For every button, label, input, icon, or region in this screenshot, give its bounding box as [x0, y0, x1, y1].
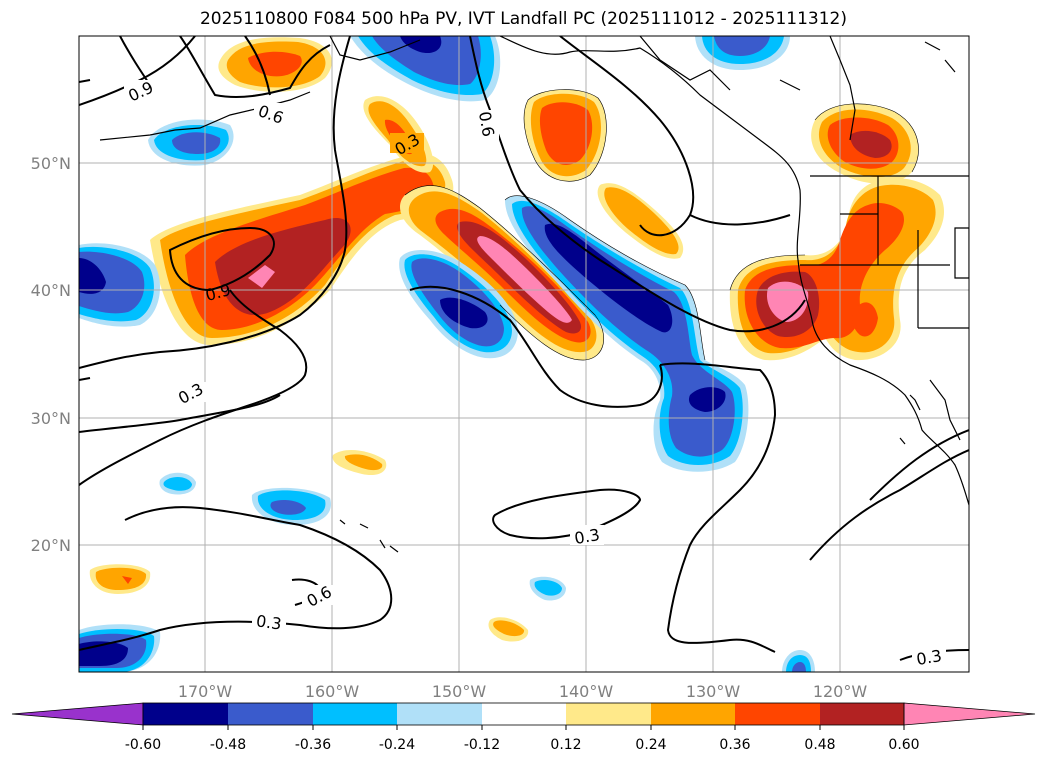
- cool-patch-small: [792, 662, 806, 672]
- colorbar-segment: [566, 703, 651, 725]
- cool-patch-central: [440, 297, 488, 329]
- colorbar-tick: -0.48: [210, 737, 246, 753]
- lat-label: 20°N: [31, 536, 71, 555]
- contour-label: 0.3: [573, 525, 601, 548]
- warm-patch-small: [344, 454, 383, 471]
- colorbar-segment: [143, 703, 228, 725]
- cool-patch-north: [714, 36, 770, 56]
- colorbar-extend-low: [11, 702, 144, 726]
- cool-patch-small: [534, 580, 562, 596]
- cool-patch-bering: [400, 36, 442, 54]
- lat-label: 30°N: [31, 409, 71, 428]
- graticule: [79, 36, 969, 672]
- colorbar-segment: [397, 703, 482, 725]
- cool-band-jet: [544, 223, 673, 333]
- colorbar-segment: [651, 703, 735, 725]
- map-panel: 0.9 0.6 0.3 0.6 0.9 0.3 0.3 0.6 0.3 0.3: [79, 36, 969, 672]
- warm-region-west-coast: [852, 302, 878, 337]
- colorbar-tick: 0.48: [804, 737, 835, 753]
- warm-region-central-west: [215, 218, 351, 316]
- latitude-labels: 50°N 40°N 30°N 20°N: [31, 154, 71, 555]
- colorbar-tick: -0.60: [125, 737, 161, 753]
- warm-patch-small: [122, 576, 132, 584]
- warm-patch-offshore: [604, 187, 679, 255]
- lon-label: 130°W: [686, 682, 741, 701]
- cool-patch-south: [270, 500, 306, 515]
- contour-label: 0.3: [255, 611, 283, 633]
- cool-patch-small: [163, 476, 192, 491]
- coastlines: [99, 36, 969, 553]
- cool-band-jet: [521, 206, 735, 457]
- colorbar-tick: 0.24: [635, 737, 666, 753]
- colorbar-tick: 0.60: [888, 737, 919, 753]
- lat-label: 50°N: [31, 154, 71, 173]
- colorbar-segment: [313, 703, 397, 725]
- colorbar: -0.60 -0.48 -0.36 -0.24 -0.12 0.12 0.24 …: [11, 702, 1036, 753]
- colorbar-tick: 0.36: [719, 737, 750, 753]
- colorbar-segment: [482, 703, 566, 725]
- contour-labels: 0.9 0.6 0.3 0.6 0.9 0.3 0.3 0.6 0.3 0.3: [124, 78, 946, 669]
- colorbar-tick: -0.36: [295, 737, 331, 753]
- warm-patch-gulf-alaska: [539, 102, 593, 165]
- warm-region-central-west: [248, 265, 275, 288]
- map-frame: [78, 35, 970, 673]
- colorbar-tick: 0.12: [550, 737, 581, 753]
- lat-label: 40°N: [31, 281, 71, 300]
- contour-label: 0.6: [475, 110, 498, 138]
- cool-patch-west: [79, 258, 106, 294]
- longitude-labels: 170°W 160°W 150°W 140°W 130°W 120°W: [178, 682, 868, 701]
- warm-patch-small: [493, 620, 525, 637]
- positive-anomaly-fields: [89, 37, 945, 642]
- warm-patch-small: [95, 567, 147, 590]
- colorbar-tick: -0.12: [464, 737, 500, 753]
- colorbar-tick: -0.24: [379, 737, 415, 753]
- chart-title: 2025110800 F084 500 hPa PV, IVT Landfall…: [199, 9, 847, 29]
- warm-patch-nw: [248, 51, 302, 77]
- lon-label: 120°W: [813, 682, 868, 701]
- colorbar-segment: [820, 703, 904, 725]
- lon-label: 150°W: [432, 682, 487, 701]
- lon-label: 160°W: [305, 682, 360, 701]
- lon-label: 170°W: [178, 682, 233, 701]
- cool-patch-nw: [172, 132, 221, 154]
- warm-band-jet: [477, 236, 572, 323]
- colorbar-extend-high: [903, 702, 1036, 726]
- warm-region-west-coast: [766, 281, 809, 322]
- lon-label: 140°W: [559, 682, 614, 701]
- contour-label: 0.3: [915, 646, 943, 669]
- cool-band-jet: [688, 387, 726, 412]
- colorbar-segment: [228, 703, 313, 725]
- colorbar-segment: [735, 703, 820, 725]
- warm-region-pnw: [850, 130, 892, 158]
